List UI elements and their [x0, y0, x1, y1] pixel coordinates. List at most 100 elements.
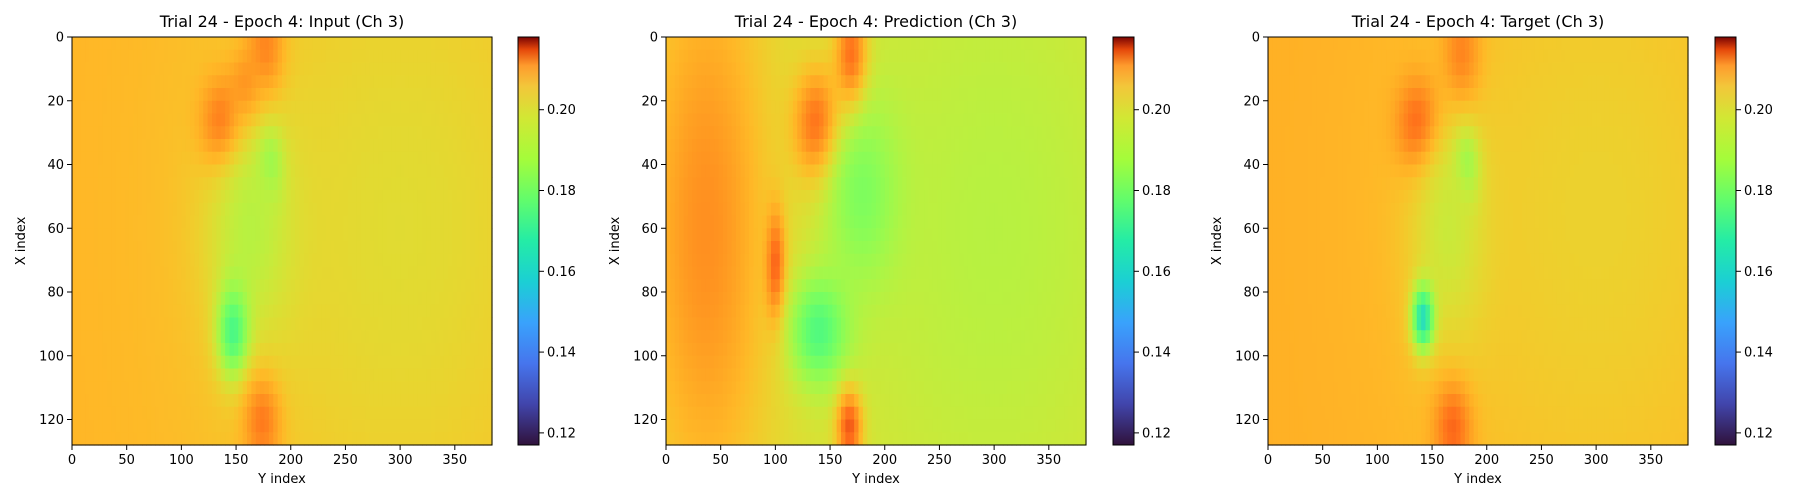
heatmap-cell	[426, 49, 432, 64]
heatmap-cell	[260, 394, 266, 408]
heatmap-cell	[819, 75, 825, 89]
heatmap-cell	[115, 75, 121, 89]
heatmap-cell	[814, 215, 820, 229]
heatmap-cell	[220, 241, 226, 255]
heatmap-cell	[172, 37, 178, 51]
heatmap-cell	[264, 432, 270, 446]
heatmap-cell	[858, 190, 864, 204]
heatmap-cell	[387, 432, 392, 446]
heatmap-cell	[120, 228, 126, 242]
heatmap-cell	[919, 202, 925, 217]
heatmap-cell	[321, 432, 327, 446]
heatmap-cell	[273, 241, 279, 255]
heatmap-cell	[247, 266, 252, 280]
heatmap-cell	[448, 202, 454, 217]
heatmap-cell	[102, 49, 108, 64]
heatmap-cell	[924, 100, 930, 115]
heatmap-cell	[352, 126, 357, 140]
heatmap-cell	[858, 279, 864, 293]
heatmap-cell	[928, 139, 934, 153]
heatmap-cell	[687, 266, 693, 280]
heatmap-cell	[714, 62, 720, 76]
heatmap-cell	[264, 190, 270, 204]
heatmap-cell	[172, 164, 178, 178]
panel-title: Trial 24 - Epoch 4: Input (Ch 3)	[159, 12, 404, 31]
heatmap-cell	[457, 37, 462, 51]
heatmap-cell	[251, 151, 257, 166]
heatmap-cell	[1068, 113, 1074, 127]
heatmap-cell	[674, 139, 680, 153]
heatmap-cell	[338, 190, 344, 204]
heatmap-cell	[102, 190, 108, 204]
heatmap-cell	[343, 62, 349, 76]
heatmap-cell	[198, 253, 204, 268]
heatmap-cell	[884, 190, 890, 204]
heatmap-cell	[142, 253, 147, 268]
heatmap-cell	[452, 177, 458, 191]
heatmap-cell	[666, 228, 671, 242]
heatmap-cell	[827, 279, 833, 293]
heatmap-cell	[260, 177, 266, 191]
heatmap-cell	[679, 228, 685, 242]
heatmap-cell	[731, 215, 737, 229]
heatmap-cell	[312, 49, 318, 64]
heatmap-cell	[989, 37, 995, 51]
heatmap-cell	[387, 164, 392, 178]
heatmap-cell	[343, 394, 349, 408]
heatmap-cell	[85, 228, 91, 242]
heatmap-cell	[260, 406, 266, 421]
heatmap-cell	[295, 113, 301, 127]
heatmap-cell	[692, 151, 698, 166]
heatmap-cell	[1020, 62, 1026, 76]
heatmap-cell	[426, 253, 432, 268]
heatmap-cell	[395, 177, 401, 191]
heatmap-cell	[443, 330, 449, 344]
heatmap-cell	[981, 88, 986, 102]
heatmap-cell	[120, 215, 126, 229]
heatmap-cell	[448, 394, 454, 408]
heatmap-cell	[435, 381, 441, 395]
heatmap-cell	[334, 88, 340, 102]
heatmap-cell	[823, 113, 829, 127]
heatmap-cell	[731, 253, 737, 268]
heatmap-cell	[701, 75, 706, 89]
heatmap-cell	[387, 126, 392, 140]
heatmap-cell	[107, 113, 112, 127]
heatmap-cell	[718, 88, 724, 102]
heatmap-cell	[976, 113, 982, 127]
heatmap-cell	[1046, 253, 1052, 268]
heatmap-cell	[959, 100, 965, 115]
heatmap-cell	[98, 432, 104, 446]
heatmap-cell	[128, 253, 134, 268]
heatmap-cell	[72, 292, 77, 306]
heatmap-cell	[1016, 228, 1021, 242]
heatmap-cell	[391, 164, 397, 178]
heatmap-cell	[203, 292, 209, 306]
heatmap-cell	[229, 75, 235, 89]
heatmap-cell	[203, 228, 209, 242]
heatmap-cell	[775, 253, 781, 268]
heatmap-cell	[317, 75, 322, 89]
heatmap-cell	[439, 292, 445, 306]
heatmap-cell	[435, 419, 441, 433]
heatmap-cell	[985, 177, 991, 191]
heatmap-cell	[954, 151, 960, 166]
heatmap-cell	[395, 368, 401, 382]
heatmap-cell	[325, 139, 331, 153]
heatmap-cell	[395, 253, 401, 268]
heatmap-cell	[177, 343, 182, 357]
heatmap-cell	[889, 215, 895, 229]
heatmap-cell	[836, 151, 842, 166]
heatmap-cell	[163, 355, 169, 370]
heatmap-cell	[487, 37, 493, 51]
heatmap-cell	[1068, 75, 1074, 89]
heatmap-cell	[233, 228, 239, 242]
heatmap-cell	[893, 113, 899, 127]
heatmap-cell	[128, 419, 134, 433]
heatmap-cell	[404, 126, 410, 140]
heatmap-cell	[295, 37, 301, 51]
heatmap-cell	[321, 394, 327, 408]
heatmap-cell	[120, 394, 126, 408]
heatmap-cell	[404, 343, 410, 357]
heatmap-cell	[1081, 253, 1087, 268]
